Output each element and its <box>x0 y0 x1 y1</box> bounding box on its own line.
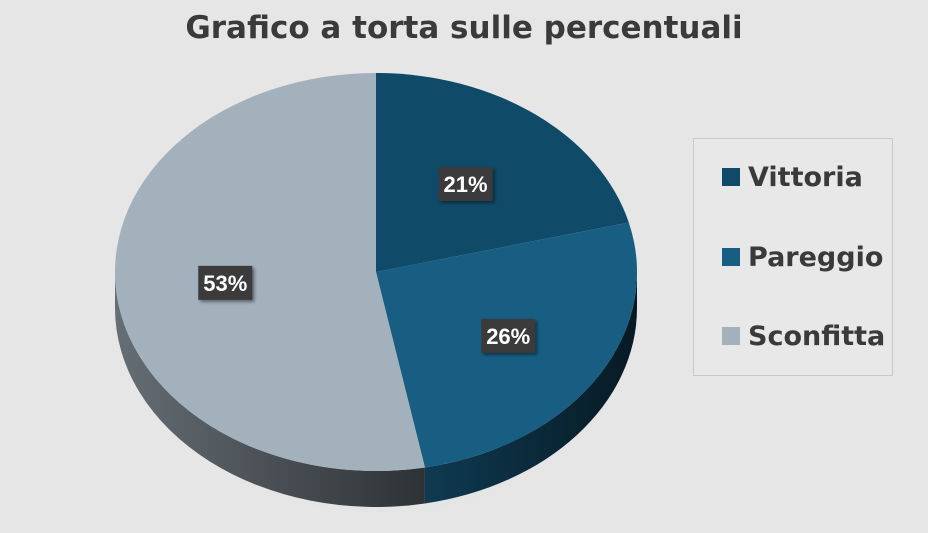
pie-side-sconfitta <box>115 272 425 507</box>
legend-swatch-vittoria <box>722 168 740 186</box>
legend-label-vittoria: Vittoria <box>748 161 863 193</box>
svg-text:26%: 26% <box>486 324 530 349</box>
chart-title: Grafico a torta sulle percentuali <box>185 10 743 46</box>
legend-item-pareggio: Pareggio <box>722 241 884 273</box>
pie-slice-vittoria <box>376 73 629 272</box>
legend-item-sconfitta: Sconfitta <box>722 320 886 352</box>
legend-swatch-pareggio <box>722 248 740 266</box>
legend-swatch-sconfitta <box>722 327 740 345</box>
legend-label-sconfitta: Sconfitta <box>748 320 886 352</box>
data-label-sconfitta: 53% <box>198 265 253 300</box>
svg-text:53%: 53% <box>203 271 247 296</box>
chart-legend: Vittoria Pareggio Sconfitta <box>693 138 893 376</box>
pie-side-pareggio <box>424 272 637 504</box>
pie-slice-sconfitta <box>114 73 425 471</box>
legend-item-vittoria: Vittoria <box>722 161 863 193</box>
data-label-vittoria: 21% <box>438 166 493 201</box>
legend-label-pareggio: Pareggio <box>748 241 884 273</box>
data-label-pareggio: 26% <box>481 318 536 353</box>
svg-text:21%: 21% <box>444 172 488 197</box>
